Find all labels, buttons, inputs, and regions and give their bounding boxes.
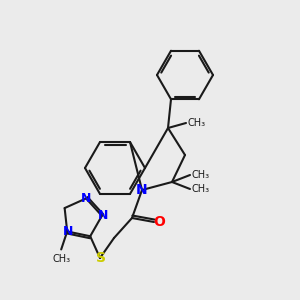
Text: N: N — [81, 192, 91, 205]
Text: CH₃: CH₃ — [52, 254, 70, 264]
Text: O: O — [153, 215, 165, 229]
Text: CH₃: CH₃ — [192, 170, 210, 180]
Text: CH₃: CH₃ — [192, 184, 210, 194]
Text: N: N — [136, 183, 148, 197]
Text: N: N — [98, 209, 108, 222]
Text: S: S — [96, 251, 106, 265]
Text: CH₃: CH₃ — [188, 118, 206, 128]
Text: N: N — [63, 225, 74, 238]
